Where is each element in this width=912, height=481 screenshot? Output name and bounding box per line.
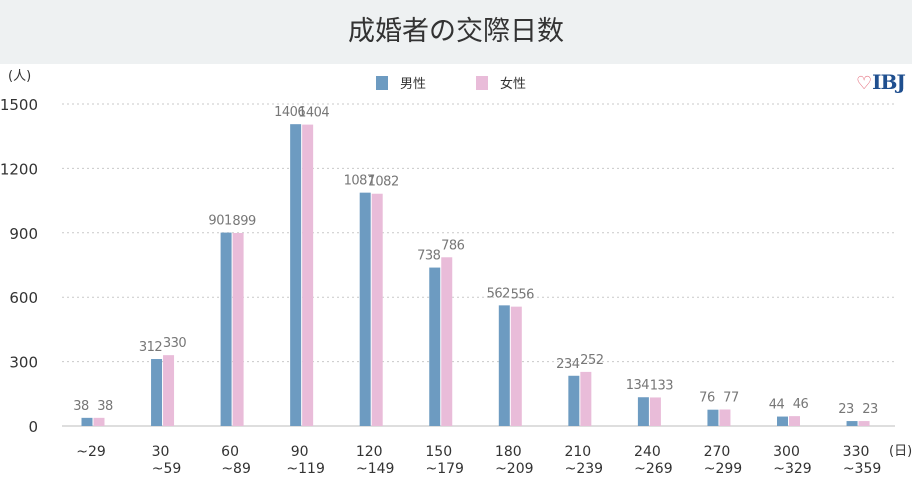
data-label: 134 bbox=[626, 378, 650, 393]
bar-female bbox=[441, 257, 453, 426]
x-tick-label: 90 bbox=[291, 444, 309, 460]
data-label: 38 bbox=[97, 399, 113, 414]
x-tick-label: 300 bbox=[773, 444, 800, 460]
bar-female bbox=[719, 409, 731, 426]
x-tick-label: ~209 bbox=[495, 461, 533, 477]
x-tick-label: 180 bbox=[495, 444, 522, 460]
bar-female bbox=[163, 355, 175, 426]
legend-swatch bbox=[476, 76, 488, 90]
bar-female bbox=[580, 371, 592, 426]
bar-male bbox=[498, 305, 510, 426]
legend-label: 女性 bbox=[500, 76, 526, 92]
x-tick-label: 330 bbox=[843, 444, 870, 460]
y-tick-label: 300 bbox=[9, 354, 38, 372]
x-tick-label: 60 bbox=[221, 444, 239, 460]
data-label: 234 bbox=[556, 357, 580, 372]
data-label: 330 bbox=[163, 336, 187, 351]
data-label: 23 bbox=[862, 402, 878, 417]
legend: 男性 女性 bbox=[376, 76, 526, 92]
data-label: 1406 bbox=[274, 105, 305, 120]
bar-male bbox=[290, 124, 302, 427]
data-label: 133 bbox=[650, 378, 674, 393]
heart-icon: ♡ bbox=[856, 73, 872, 94]
title-band bbox=[0, 0, 912, 64]
data-label: 1082 bbox=[368, 175, 399, 190]
bar-female bbox=[649, 397, 661, 426]
ibj-logo: ♡IBJ bbox=[856, 70, 906, 94]
x-tick-label: ~179 bbox=[426, 461, 464, 477]
x-tick-label: ~89 bbox=[221, 461, 251, 477]
bar-male bbox=[81, 417, 93, 426]
x-tick-label: ~149 bbox=[356, 461, 394, 477]
data-label: 23 bbox=[838, 402, 854, 417]
y-axis-unit: (人) bbox=[8, 69, 31, 84]
data-label: 1404 bbox=[298, 106, 329, 121]
bar-female bbox=[93, 417, 105, 426]
x-tick-label: ~359 bbox=[843, 461, 881, 477]
bar-female bbox=[789, 416, 800, 426]
x-tick-label: ~29 bbox=[76, 444, 106, 460]
data-label: 46 bbox=[793, 397, 809, 412]
x-tick-label: 210 bbox=[564, 444, 591, 460]
data-label: 38 bbox=[73, 399, 89, 414]
logo-text: IBJ bbox=[872, 70, 906, 94]
data-label: 312 bbox=[139, 340, 162, 355]
x-tick-label: ~119 bbox=[286, 461, 324, 477]
x-tick-label: 270 bbox=[704, 444, 731, 460]
y-tick-label: 1200 bbox=[0, 160, 38, 178]
bar-female bbox=[371, 193, 383, 426]
bar-female bbox=[232, 233, 244, 426]
x-tick-labels: ~29 30~59 60~89 90~119 120~149 150~179 180~209… bbox=[76, 444, 881, 477]
bar-male bbox=[777, 416, 788, 426]
bar-female bbox=[858, 421, 870, 426]
data-label: 77 bbox=[723, 390, 739, 405]
data-label: 738 bbox=[417, 249, 441, 264]
y-tick-label: 900 bbox=[9, 225, 38, 243]
x-tick-label: 120 bbox=[356, 444, 383, 460]
bar-male bbox=[707, 409, 719, 426]
data-label: 76 bbox=[699, 391, 715, 406]
legend-swatch bbox=[376, 76, 388, 90]
bar-female bbox=[510, 306, 522, 426]
y-tick-label: 0 bbox=[28, 418, 38, 436]
data-label: 252 bbox=[580, 353, 603, 368]
bar-male bbox=[846, 421, 858, 426]
x-tick-label: ~299 bbox=[704, 461, 742, 477]
chart-title: 成婚者の交際日数 bbox=[348, 16, 564, 47]
data-label: 1087 bbox=[344, 174, 375, 189]
data-label: 556 bbox=[511, 288, 535, 303]
bar-male bbox=[151, 359, 163, 426]
x-tick-label: ~269 bbox=[634, 461, 672, 477]
x-tick-label: ~59 bbox=[152, 461, 182, 477]
data-label: 901 bbox=[208, 214, 232, 229]
x-tick-label: ~239 bbox=[565, 461, 603, 477]
data-label: 562 bbox=[487, 286, 510, 301]
bar-male bbox=[568, 375, 580, 426]
y-tick-label: 600 bbox=[9, 289, 38, 307]
y-tick-label: 1500 bbox=[0, 96, 38, 114]
x-tick-label: 240 bbox=[634, 444, 661, 460]
bar-female bbox=[302, 124, 314, 426]
x-tick-label: 30 bbox=[152, 444, 170, 460]
legend-label: 男性 bbox=[400, 77, 426, 92]
bar-male bbox=[429, 267, 441, 426]
data-label: 786 bbox=[441, 238, 465, 253]
grid-lines bbox=[62, 103, 895, 427]
x-axis-unit: (日) bbox=[889, 444, 912, 459]
x-tick-label: ~329 bbox=[773, 461, 811, 477]
bar-male bbox=[359, 192, 371, 426]
y-tick-labels: 0 300 600 900 1200 1500 bbox=[0, 96, 38, 436]
bar-male bbox=[637, 397, 649, 426]
data-label: 44 bbox=[769, 398, 785, 413]
bar-male bbox=[220, 232, 232, 426]
data-label: 899 bbox=[232, 214, 256, 229]
x-tick-label: 150 bbox=[425, 444, 452, 460]
